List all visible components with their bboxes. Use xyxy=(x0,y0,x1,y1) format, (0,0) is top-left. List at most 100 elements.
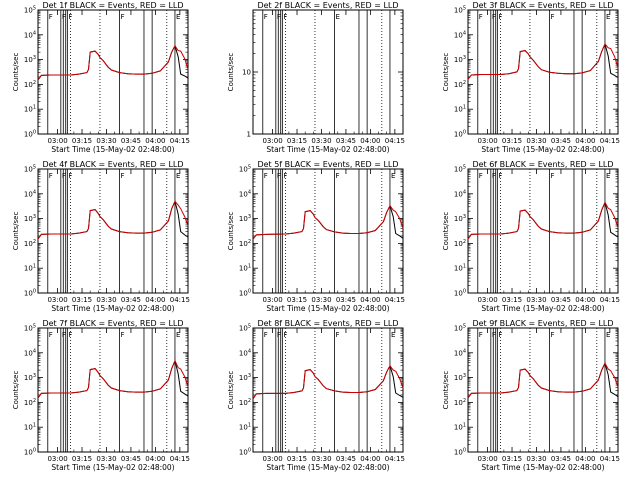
y-tick-label: 100 xyxy=(454,448,466,457)
x-tick-label: 04:15 xyxy=(170,455,190,463)
x-tick-label: 03:30 xyxy=(526,455,546,463)
attenuator-flag: F xyxy=(68,331,72,339)
y-tick-label: 100 xyxy=(454,289,466,298)
x-tick-label: 04:15 xyxy=(170,137,190,145)
series-line-lld xyxy=(252,204,404,240)
attenuator-flag: F xyxy=(479,172,483,180)
x-tick-label: 04:00 xyxy=(575,296,595,304)
x-tick-label: 03:30 xyxy=(526,137,546,145)
attenuator-flag: F xyxy=(49,331,53,339)
x-tick-label: 03:45 xyxy=(336,137,356,145)
y-tick-label: 101 xyxy=(239,423,251,432)
y-axis-label: Counts/sec xyxy=(12,53,20,92)
plot-frame xyxy=(252,327,404,453)
series-line-lld xyxy=(467,201,619,240)
attenuator-flag: F xyxy=(277,13,281,21)
y-tick-label: 102 xyxy=(24,80,36,89)
y-tick-label: 103 xyxy=(454,373,466,382)
x-axis-label: Start Time (15-May-02 02:48:00) xyxy=(51,304,174,313)
attenuator-flag: E xyxy=(176,13,180,21)
y-tick-label: 100 xyxy=(24,448,36,457)
y-tick-label: 105 xyxy=(24,324,36,333)
x-tick-label: 03:30 xyxy=(526,296,546,304)
panel-title: Det 8f BLACK = Events, RED = LLD xyxy=(257,319,398,328)
x-axis-label: Start Time (15-May-02 02:48:00) xyxy=(481,145,604,154)
attenuator-flag: F xyxy=(492,331,496,339)
x-axis-label: Start Time (15-May-02 02:48:00) xyxy=(481,463,604,472)
x-tick-label: 04:15 xyxy=(600,455,620,463)
y-tick-label: 104 xyxy=(454,30,466,39)
attenuator-flag: F xyxy=(49,172,53,180)
y-axis-label: Counts/sec xyxy=(442,371,450,410)
y-axis-label: Counts/sec xyxy=(227,53,235,92)
x-tick-label: 03:30 xyxy=(96,137,116,145)
x-tick-label: 04:00 xyxy=(360,455,380,463)
y-tick-label: 105 xyxy=(454,165,466,174)
x-tick-label: 03:45 xyxy=(551,455,571,463)
attenuator-flag: F xyxy=(62,172,66,180)
attenuator-flag: F xyxy=(62,331,66,339)
y-tick-label: 104 xyxy=(24,189,36,198)
x-axis-label: Start Time (15-May-02 02:48:00) xyxy=(51,145,174,154)
attenuator-flag: F xyxy=(277,331,281,339)
attenuator-flag: F xyxy=(492,13,496,21)
y-tick-label: 105 xyxy=(454,6,466,15)
attenuator-flag: F xyxy=(336,331,340,339)
x-tick-label: 03:45 xyxy=(121,296,141,304)
y-axis-label: Counts/sec xyxy=(12,371,20,410)
attenuator-flag: E xyxy=(391,331,395,339)
x-tick-label: 03:30 xyxy=(96,455,116,463)
x-tick-label: 03:45 xyxy=(336,296,356,304)
attenuator-flag: F xyxy=(62,13,66,21)
x-tick-label: 04:15 xyxy=(600,296,620,304)
attenuator-flag: F xyxy=(283,13,287,21)
y-tick-label: 102 xyxy=(24,239,36,248)
attenuator-flag: F xyxy=(551,331,555,339)
y-tick-label: 10 xyxy=(242,69,251,77)
attenuator-flag: F xyxy=(498,13,502,21)
y-axis-label: Counts/sec xyxy=(227,371,235,410)
attenuator-flag: F xyxy=(336,172,340,180)
x-tick-label: 03:00 xyxy=(47,455,67,463)
plot-frame xyxy=(37,168,189,294)
y-tick-label: 100 xyxy=(239,448,251,457)
y-tick-label: 102 xyxy=(239,398,251,407)
y-tick-label: 100 xyxy=(239,289,251,298)
y-tick-label: 102 xyxy=(454,80,466,89)
attenuator-flag: F xyxy=(121,331,125,339)
y-tick-label: 100 xyxy=(24,130,36,139)
attenuator-flag: F xyxy=(551,172,555,180)
y-tick-label: 101 xyxy=(454,264,466,273)
x-tick-label: 03:45 xyxy=(336,455,356,463)
y-tick-label: 100 xyxy=(24,289,36,298)
attenuator-flag: F xyxy=(121,13,125,21)
x-tick-label: 03:15 xyxy=(72,455,92,463)
y-tick-label: 103 xyxy=(24,373,36,382)
series-line-lld xyxy=(37,44,189,81)
x-tick-label: 04:15 xyxy=(385,455,405,463)
y-axis-label: Counts/sec xyxy=(442,212,450,251)
attenuator-flag: F xyxy=(283,331,287,339)
x-tick-label: 03:30 xyxy=(311,455,331,463)
y-axis-label: Counts/sec xyxy=(12,212,20,251)
x-axis-label: Start Time (15-May-02 02:48:00) xyxy=(266,304,389,313)
x-tick-label: 03:15 xyxy=(502,137,522,145)
panel-title: Det 5f BLACK = Events, RED = LLD xyxy=(257,160,398,169)
y-axis-label: Counts/sec xyxy=(442,53,450,92)
x-tick-label: 04:00 xyxy=(145,296,165,304)
series-line-lld xyxy=(252,364,404,400)
attenuator-flag: F xyxy=(479,13,483,21)
x-axis-label: Start Time (15-May-02 02:48:00) xyxy=(266,145,389,154)
y-tick-label: 103 xyxy=(454,214,466,223)
x-tick-label: 03:00 xyxy=(477,296,497,304)
x-tick-label: 03:00 xyxy=(477,137,497,145)
attenuator-flag: E xyxy=(336,13,340,21)
attenuator-flag: E xyxy=(606,331,610,339)
y-tick-label: 104 xyxy=(454,348,466,357)
